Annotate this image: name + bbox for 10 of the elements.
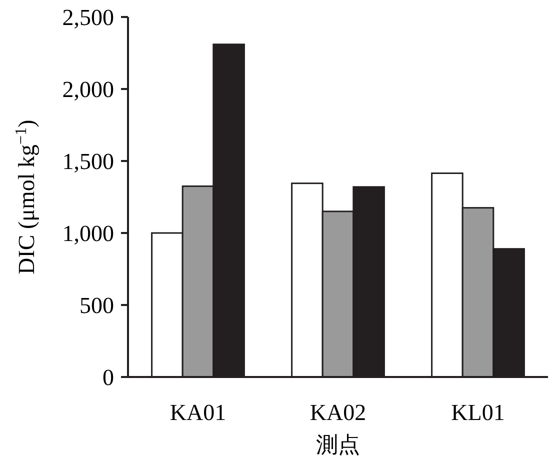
y-tick-label: 500 [80,293,114,318]
y-tick-label: 1,000 [62,221,114,246]
y-tick-label: 2,500 [62,5,114,30]
x-tick-label: KA02 [310,400,366,425]
y-tick-label: 0 [102,365,114,390]
x-axis-title: 測点 [316,432,360,457]
y-tick-label: 1,500 [62,149,114,174]
x-tick-label: KL01 [451,400,505,425]
y-tick-label: 2,000 [62,77,114,102]
x-tick-label: KA01 [170,400,226,425]
